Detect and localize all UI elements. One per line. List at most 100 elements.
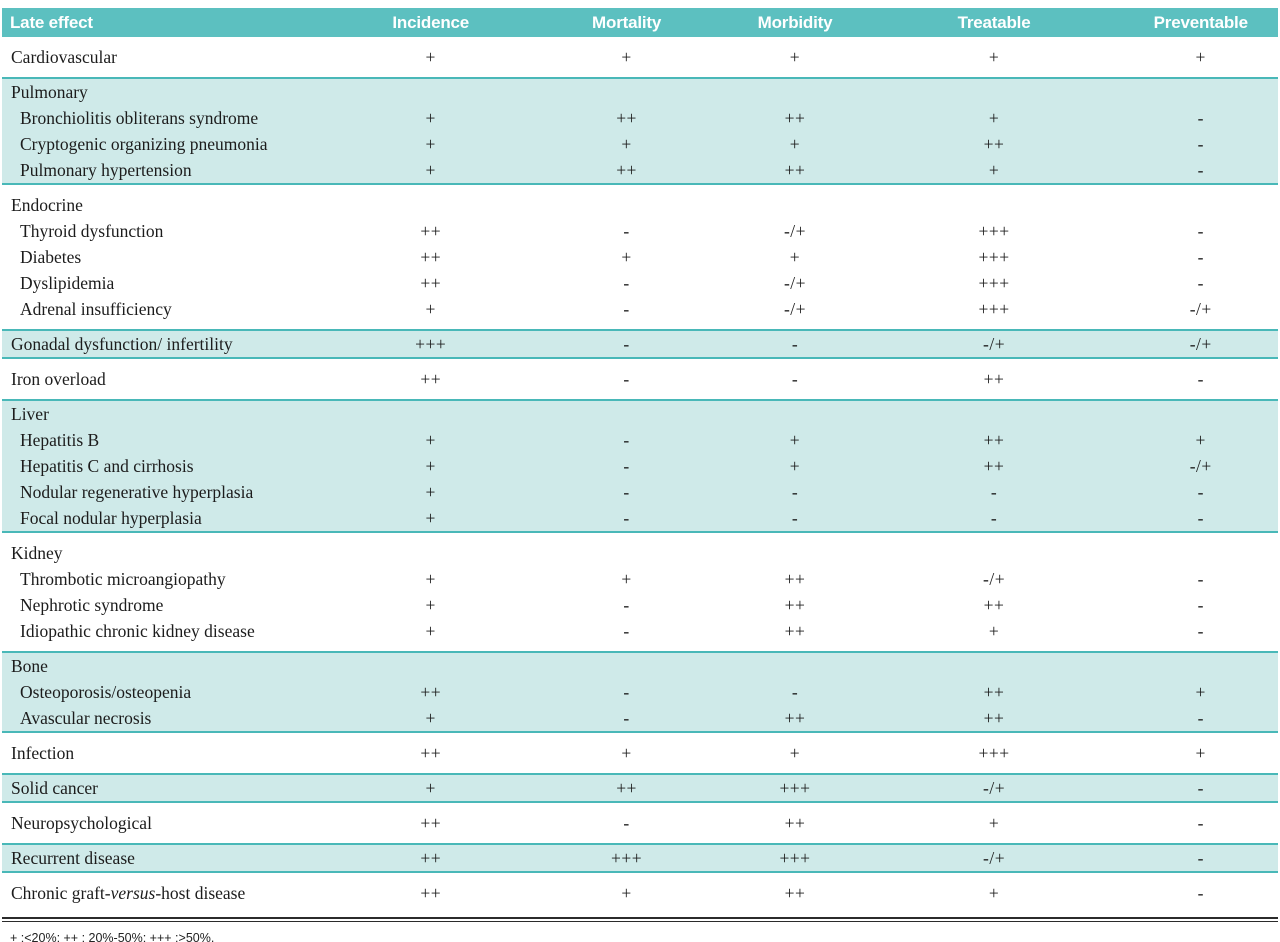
group-header-row: Bone: [2, 653, 1278, 679]
rule-gap: [2, 919, 1278, 921]
table-section: Kidney Thrombotic microangiopathy + + ++ -/+ -…: [2, 533, 1278, 651]
table-row: Solid cancer + ++ +++ -/+ -: [2, 775, 1278, 801]
group-header-row: Liver: [2, 401, 1278, 427]
cell-value: ++: [420, 681, 442, 702]
cell-late-effect: Infection: [11, 742, 75, 763]
cell-value: ++: [420, 882, 442, 903]
cell-value: -: [1197, 246, 1204, 267]
table-section: Gonadal dysfunction/ infertility +++ - - -/+…: [2, 329, 1278, 359]
cell-value: +++: [779, 847, 811, 868]
table-section: Liver Hepatitis B + - + ++ + Hepatitis C and ci…: [2, 399, 1278, 533]
table-section: Infection ++ + + +++ +: [2, 733, 1278, 773]
cell-value: +: [621, 882, 632, 903]
cell-value: -: [791, 481, 799, 502]
cell-value: +: [425, 507, 436, 528]
cell-value: +: [988, 107, 1000, 128]
cell-late-effect: Bronchiolitis obliterans syndrome: [20, 107, 259, 128]
cell-late-effect: Nodular regenerative hyperplasia: [20, 481, 254, 502]
cell-value: -: [1197, 481, 1204, 502]
table-row: Focal nodular hyperplasia + - - - -: [2, 505, 1278, 531]
table-row: Cardiovascular + + + + +: [2, 44, 1278, 70]
cell-value: -: [1197, 368, 1204, 389]
cell-value: -: [623, 333, 630, 354]
cell-value: -: [623, 272, 630, 293]
column-header-mortality: Mortality: [592, 12, 662, 32]
table-row: Chronic graft-versus-host disease ++ + ++ + -: [2, 880, 1278, 906]
table-row: Idiopathic chronic kidney disease + - ++ + -: [2, 618, 1278, 644]
cell-value: ++: [784, 812, 806, 833]
table-section: Bone Osteoporosis/osteopenia ++ - - ++ + Avascu…: [2, 651, 1278, 733]
table-body: Cardiovascular + + + + + Pulmonary Bronchioliti…: [2, 37, 1278, 913]
cell-value: ++: [983, 681, 1005, 702]
cell-late-effect: Avascular necrosis: [20, 707, 152, 728]
cell-value: -: [623, 455, 630, 476]
cell-value: ++: [420, 812, 442, 833]
table-row: Cryptogenic organizing pneumonia + + + ++ -: [2, 131, 1278, 157]
cell-late-effect: Liver: [11, 403, 49, 424]
column-header-morbidity: Morbidity: [757, 12, 833, 32]
cell-value: +: [621, 568, 632, 589]
cell-late-effect: Pulmonary hypertension: [20, 159, 192, 180]
cell-value: +: [425, 455, 436, 476]
table-bottom-rule: [2, 917, 1278, 922]
cell-value: -: [791, 368, 799, 389]
cell-value: +: [425, 298, 436, 319]
cell-value: +++: [978, 298, 1010, 319]
cell-late-effect: Cardiovascular: [11, 46, 117, 67]
cell-value: ++: [616, 107, 637, 128]
cell-late-effect: Hepatitis B: [20, 429, 100, 450]
cell-value: +: [1195, 681, 1206, 702]
cell-late-effect: Pulmonary: [11, 81, 88, 102]
cell-late-effect: Idiopathic chronic kidney disease: [20, 620, 255, 641]
cell-late-effect: Focal nodular hyperplasia: [20, 507, 202, 528]
cell-value: ++: [983, 455, 1005, 476]
cell-value: ++: [784, 594, 806, 615]
table-row: Neuropsychological ++ - ++ + -: [2, 810, 1278, 836]
cell-late-effect: Cryptogenic organizing pneumonia: [20, 133, 268, 154]
cell-value: +++: [611, 847, 643, 868]
cell-late-effect: Nephrotic syndrome: [20, 594, 164, 615]
cell-value: +: [988, 159, 1000, 180]
cell-value: -: [1197, 159, 1204, 180]
cell-value: ++: [784, 707, 806, 728]
table-header-row: Late effect Incidence Mortality Morbidit…: [2, 8, 1278, 37]
table-row: Adrenal insufficiency + - -/+ +++ -/+: [2, 296, 1278, 322]
cell-value: -/+: [1189, 333, 1212, 354]
table-section: Pulmonary Bronchiolitis obliterans syndro…: [2, 77, 1278, 185]
cell-value: +: [425, 777, 436, 798]
cell-value: +: [789, 429, 801, 450]
cell-value: ++: [616, 159, 637, 180]
cell-value: +: [1195, 742, 1206, 763]
cell-value: -: [1197, 882, 1204, 903]
cell-value: ++: [784, 882, 806, 903]
cell-value: -: [1197, 812, 1204, 833]
cell-value: ++: [983, 594, 1005, 615]
cell-value: +: [621, 742, 632, 763]
cell-value: +: [789, 246, 801, 267]
cell-late-effect: Dyslipidemia: [20, 272, 115, 293]
table-row: Pulmonary hypertension + ++ ++ + -: [2, 157, 1278, 183]
table-section: Recurrent disease ++ +++ +++ -/+ -: [2, 843, 1278, 873]
table-row: Hepatitis C and cirrhosis + - + ++ -/+: [2, 453, 1278, 479]
cell-value: -: [791, 681, 799, 702]
cell-value: -/+: [983, 847, 1006, 868]
cell-value: +++: [978, 220, 1010, 241]
cell-value: -: [1197, 568, 1204, 589]
cell-value: ++: [420, 368, 442, 389]
cell-value: ++: [420, 220, 442, 241]
cell-value: +++: [978, 272, 1010, 293]
cell-value: +++: [978, 246, 1010, 267]
table-row: Thrombotic microangiopathy + + ++ -/+ -: [2, 566, 1278, 592]
group-header-row: Kidney: [2, 540, 1278, 566]
cell-value: +: [789, 455, 801, 476]
cell-value: -/+: [983, 333, 1006, 354]
cell-value: +: [789, 133, 801, 154]
table-row: Avascular necrosis + - ++ ++ -: [2, 705, 1278, 731]
cell-value: -: [1197, 777, 1204, 798]
cell-value: +++: [415, 333, 447, 354]
table-row: Bronchiolitis obliterans syndrome + ++ ++ + -: [2, 105, 1278, 131]
column-header-incidence: Incidence: [392, 12, 470, 32]
cell-value: +: [621, 46, 632, 67]
cell-value: -: [623, 620, 630, 641]
cell-value: +++: [978, 742, 1010, 763]
